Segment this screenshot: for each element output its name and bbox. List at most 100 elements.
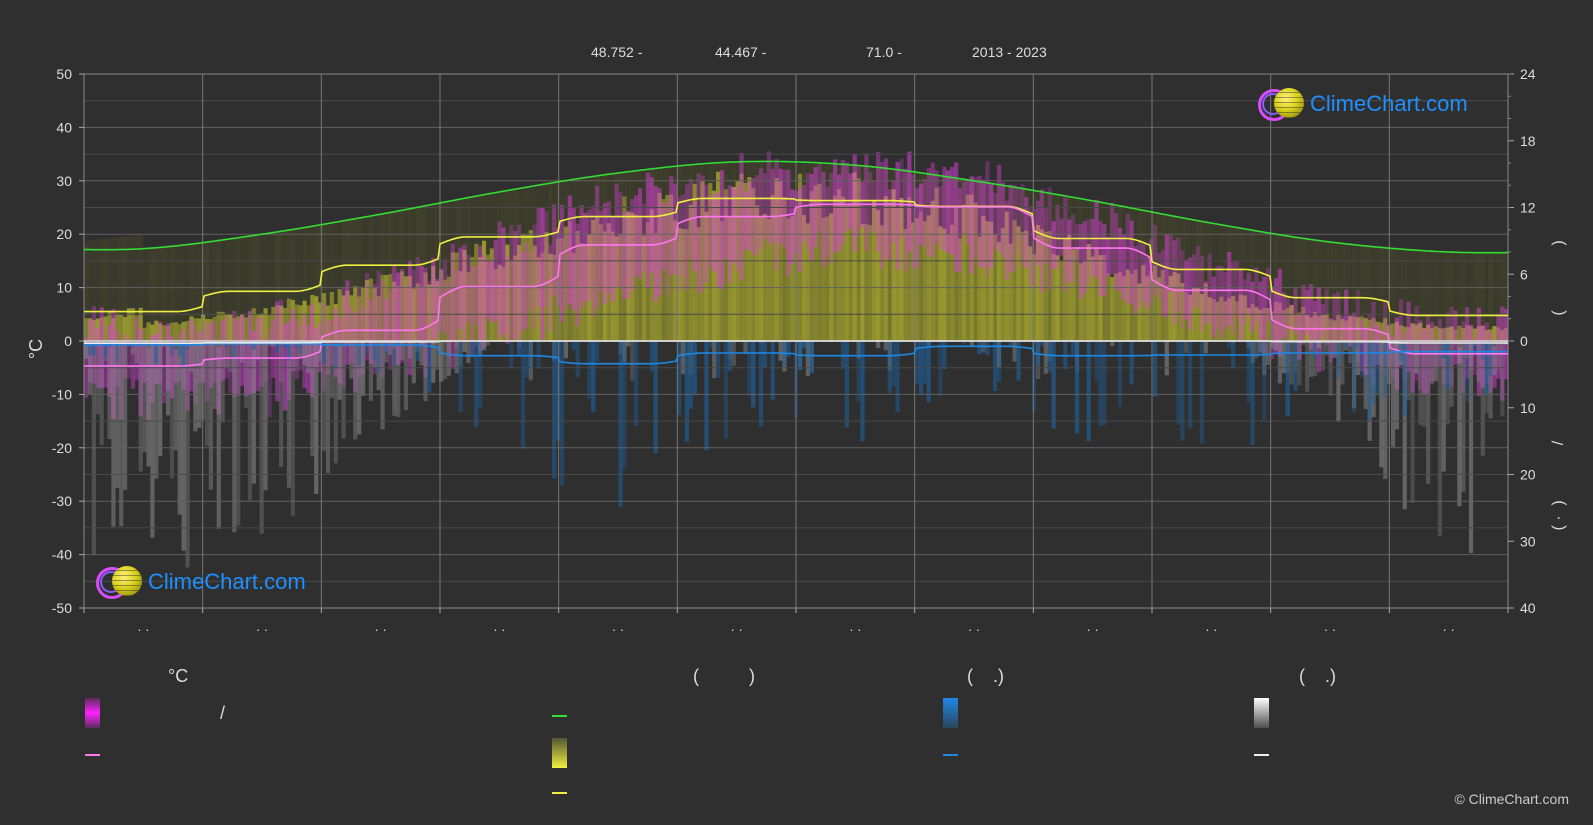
daylight-day-bar — [1242, 228, 1248, 341]
daylight-day-bar — [392, 211, 397, 341]
sunshine-day-bar — [1328, 319, 1333, 341]
snow-day-bar — [442, 341, 448, 380]
temp-range-day-bar — [349, 306, 354, 363]
sunshine-day-bar — [115, 313, 120, 341]
temp-range-day-bar — [1250, 281, 1255, 332]
sunshine-day-bar — [392, 281, 397, 341]
temp-range-day-bar — [392, 265, 397, 350]
rain-day-bar — [298, 341, 303, 354]
snow-day-bar — [1297, 341, 1302, 386]
sunshine-day-bar — [146, 322, 151, 341]
sunshine-day-bar — [856, 178, 861, 341]
temp-range-day-bar — [559, 204, 565, 322]
temp-range-day-bar — [532, 224, 537, 330]
temp-range-day-bar — [1063, 197, 1068, 292]
sunshine-day-bar — [602, 231, 608, 341]
temp-range-day-bar — [1199, 255, 1205, 332]
snow-day-bar — [1110, 341, 1115, 346]
sunshine-day-bar — [723, 189, 729, 341]
temp-range-day-bar — [267, 328, 272, 418]
daylight-day-bar — [232, 237, 237, 341]
sunshine-day-bar — [903, 228, 908, 341]
snow-day-bar — [1273, 341, 1279, 351]
sunshine-day-bar — [345, 290, 350, 341]
rain-day-bar — [1180, 341, 1185, 441]
sunshine-day-bar — [825, 216, 830, 341]
daylight-day-bar — [1348, 243, 1353, 341]
rain-day-bar — [1465, 341, 1470, 402]
temp-range-day-bar — [1032, 208, 1037, 288]
daylight-day-bar — [415, 207, 420, 341]
left-axis-tick-label: 50 — [56, 66, 72, 82]
sunshine-day-bar — [329, 292, 335, 341]
sunshine-day-bar — [212, 316, 218, 341]
sunshine-day-bar — [446, 276, 452, 341]
sunshine-day-bar — [314, 296, 319, 341]
temp-range-day-bar — [481, 255, 487, 347]
sunshine-day-bar — [1449, 326, 1454, 341]
temp-range-day-bar — [474, 265, 479, 325]
temp-range-day-bar — [723, 196, 729, 260]
rain-day-bar — [396, 341, 401, 346]
daylight-day-bar — [1488, 252, 1493, 341]
sunshine-day-bar — [204, 319, 210, 341]
temp-range-day-bar — [1359, 318, 1365, 372]
right-axis-hours-tick-label: 6 — [1520, 266, 1528, 282]
snow-day-bar — [1316, 341, 1322, 349]
snow-day-bar — [626, 341, 631, 347]
temp-range-day-bar — [1102, 224, 1107, 297]
snow-day-bar — [1379, 341, 1384, 468]
snow-day-bar — [310, 341, 315, 457]
sunshine-day-bar — [1113, 273, 1119, 341]
sunshine-day-bar — [279, 305, 284, 341]
temp-range-day-bar — [1316, 287, 1322, 372]
temp-range-day-bar — [708, 195, 713, 268]
snow-day-bar — [883, 341, 888, 351]
temp-range-day-bar — [899, 158, 904, 238]
snow-day-bar — [84, 341, 89, 359]
sunshine-day-bar — [1090, 256, 1095, 341]
sunshine-day-bar — [220, 311, 225, 341]
temp-range-day-bar — [946, 170, 951, 254]
temp-range-day-bar — [1277, 268, 1283, 357]
sunshine-day-bar — [774, 178, 779, 341]
daylight-day-bar — [162, 246, 167, 341]
temp-range-day-bar — [598, 210, 604, 292]
daylight-day-bar — [103, 238, 108, 341]
daylight-day-bar — [337, 221, 342, 341]
rain-day-bar — [587, 341, 592, 399]
daylight-day-bar — [154, 247, 159, 341]
snow-day-bar — [154, 341, 159, 479]
daylight-day-bar — [1332, 242, 1337, 341]
rain-day-bar — [372, 341, 377, 361]
snow-day-bar — [1340, 341, 1345, 385]
sunshine-day-bar — [1410, 323, 1415, 341]
temp-range-day-bar — [774, 158, 779, 271]
sunshine-day-bar — [1047, 231, 1052, 341]
rain-day-bar — [1008, 341, 1013, 347]
temp-range-day-bar — [1000, 182, 1006, 258]
sunshine-day-bar — [977, 236, 982, 341]
temp-range-day-bar — [961, 182, 967, 236]
temp-range-day-bar — [614, 183, 619, 287]
temp-range-day-bar — [1285, 295, 1290, 350]
temp-range-day-bar — [466, 255, 471, 323]
snow-day-bar — [1406, 341, 1411, 401]
daylight-day-bar — [123, 236, 128, 341]
rain-day-bar — [704, 341, 709, 451]
temp-range-day-bar — [716, 192, 721, 287]
sunshine-day-bar — [883, 196, 889, 341]
sunshine-day-bar — [1238, 294, 1244, 341]
daylight-day-bar — [353, 218, 358, 341]
rain-day-bar — [333, 341, 338, 369]
rain-day-bar — [622, 341, 627, 469]
snow-day-bar — [251, 341, 256, 484]
sunshine-day-bar — [1020, 232, 1025, 341]
daylight-day-bar — [267, 233, 272, 341]
rain-day-bar — [723, 341, 729, 439]
sunshine-day-bar — [321, 293, 327, 341]
daylight-day-bar — [1305, 238, 1310, 341]
sunshine-day-bar — [868, 225, 873, 341]
rain-mean-line — [84, 342, 1508, 365]
sunshine-day-bar — [1051, 253, 1056, 341]
